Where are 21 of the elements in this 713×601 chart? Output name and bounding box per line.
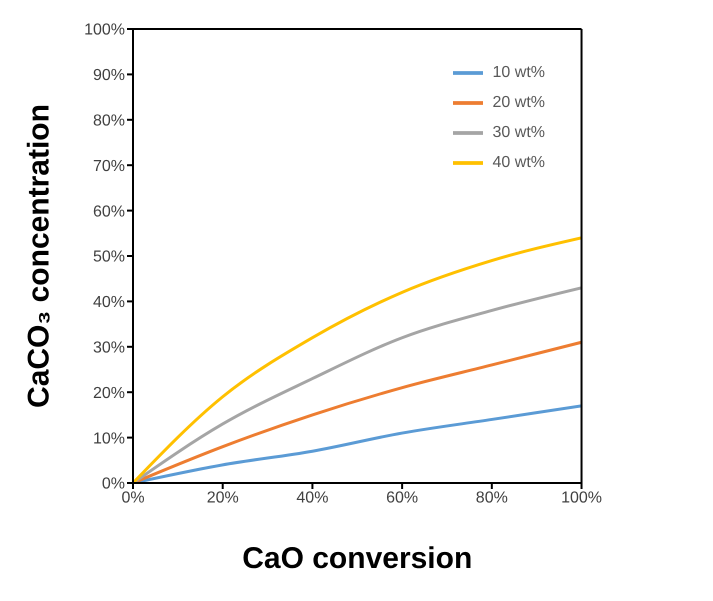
y-tick-label: 90% — [92, 67, 125, 84]
legend-label: 10 wt% — [492, 64, 545, 82]
y-tick-label: 50% — [92, 248, 125, 266]
y-tick-label: 40% — [92, 294, 125, 312]
legend-label: 30 wt% — [492, 124, 545, 142]
y-axis-title: CaCO₃ concentration — [22, 104, 56, 408]
legend-label: 40 wt% — [492, 154, 545, 172]
y-tick-label: 10% — [92, 430, 125, 448]
y-tick-label: 30% — [92, 339, 125, 356]
legend-label: 20 wt% — [492, 94, 545, 112]
y-tick-label: 80% — [92, 112, 125, 130]
x-axis-title: CaO conversion — [242, 542, 472, 575]
x-tick-label: 80% — [476, 489, 508, 506]
x-tick-label: 60% — [386, 489, 418, 506]
x-tick-label: 100% — [561, 489, 602, 506]
x-tick-label: 20% — [206, 489, 239, 506]
y-tick-label: 70% — [92, 158, 125, 175]
y-tick-label: 60% — [92, 203, 125, 220]
y-tick-label: 100% — [84, 22, 125, 39]
y-tick-label: 20% — [92, 384, 125, 402]
x-tick-label: 40% — [296, 489, 328, 506]
